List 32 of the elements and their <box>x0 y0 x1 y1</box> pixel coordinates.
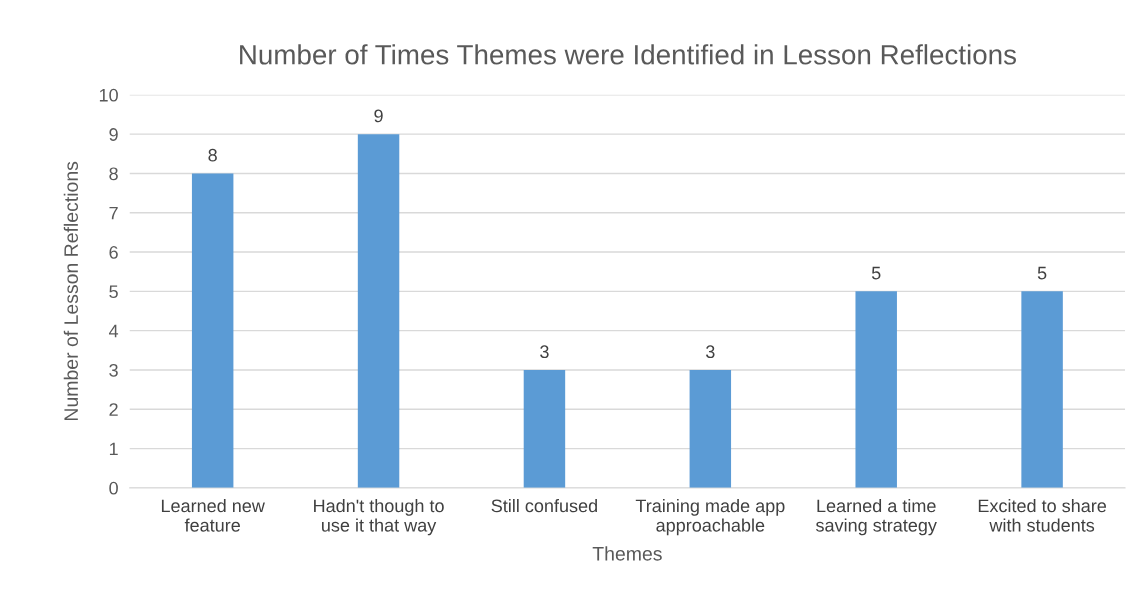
y-tick-label: 9 <box>109 128 118 141</box>
x-axis-title: Themes <box>592 546 662 561</box>
chart-title: Number of Times Themes were Identified in Lesson Reflections <box>240 44 1016 65</box>
data-label: 5 <box>1037 266 1047 280</box>
y-tick-label: 8 <box>109 167 118 181</box>
y-tick-label: 0 <box>109 481 118 495</box>
data-label: 3 <box>705 345 715 359</box>
y-axis-title: Number of Lesson Reflections <box>63 161 79 420</box>
bar <box>689 369 732 488</box>
x-tick-label: Training made app approachable <box>635 498 785 536</box>
y-tick-label: 5 <box>109 285 118 299</box>
x-tick-label: Excited to share with students <box>978 498 1107 532</box>
data-label: 9 <box>374 109 383 123</box>
x-tick-label: Learned a time saving strategy <box>816 498 937 536</box>
data-label: 3 <box>540 345 549 359</box>
x-tick-label: Learned new feature <box>161 498 265 532</box>
x-tick-label: Hadn't though to use it that way <box>314 498 444 536</box>
x-tick-label: Still confused <box>491 498 597 513</box>
y-tick-label: 4 <box>108 324 119 338</box>
data-label: 5 <box>871 266 881 280</box>
bar <box>191 173 234 488</box>
bar <box>1021 291 1063 488</box>
bar <box>357 134 400 488</box>
y-tick-label: 6 <box>109 246 118 259</box>
bar <box>523 369 566 488</box>
y-tick-label: 7 <box>109 206 118 220</box>
y-tick-label: 1 <box>109 442 118 456</box>
y-tick-label: 10 <box>99 88 118 102</box>
y-tick-label: 2 <box>109 403 118 416</box>
bar <box>855 291 897 488</box>
y-tick-label: 3 <box>109 363 118 377</box>
data-label: 8 <box>208 148 217 162</box>
